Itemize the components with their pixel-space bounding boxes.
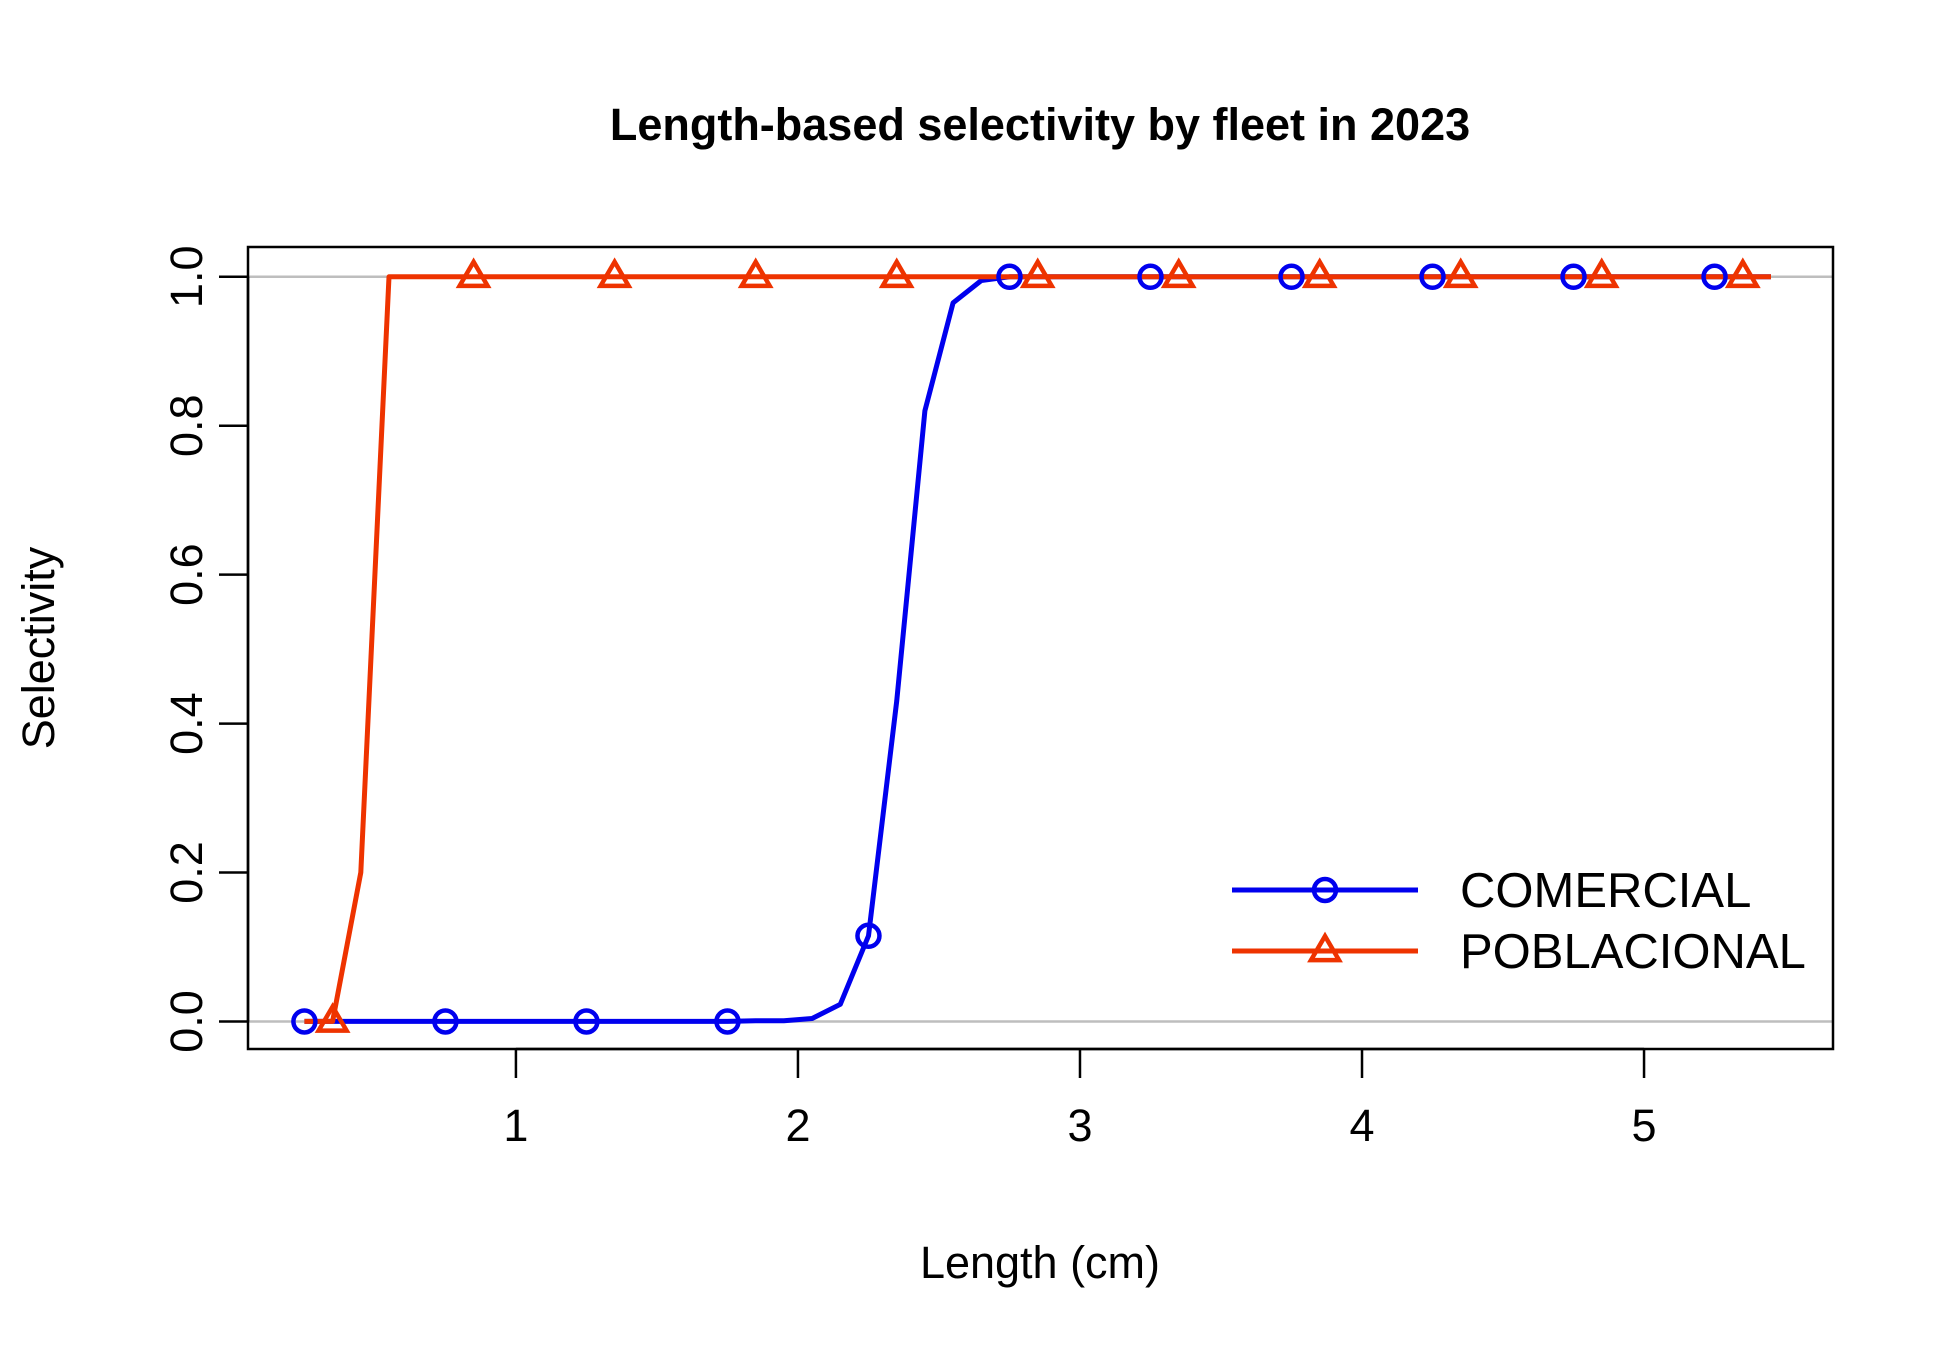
x-tick-label-3: 4: [1349, 1100, 1374, 1151]
series-1-point-4: [878, 257, 915, 289]
x-axis-label: Length (cm): [920, 1237, 1160, 1288]
series-markers: [291, 257, 1761, 1035]
y-tick-label-3: 0.6: [161, 543, 212, 606]
x-tick-label-0: 1: [503, 1100, 528, 1151]
series-0-point-4: [855, 922, 882, 950]
y-tick-label-5: 1.0: [161, 246, 212, 309]
y-tick-label-2: 0.4: [161, 692, 212, 755]
legend: COMERCIAL POBLACIONAL: [1232, 864, 1806, 979]
series-0-point-9: [1560, 263, 1587, 291]
x-tick-label-1: 2: [785, 1100, 810, 1151]
y-tick-label-1: 0.2: [161, 841, 212, 904]
series-1-point-7: [1301, 257, 1338, 289]
series-1-point-6: [1160, 257, 1197, 289]
y-axis-label: Selectivity: [13, 546, 64, 749]
series-0-point-1: [432, 1008, 459, 1035]
series-0-point-10: [1701, 263, 1728, 291]
chart-title: Length-based selectivity by fleet in 202…: [610, 99, 1470, 150]
series-line-1: [304, 274, 1771, 1024]
series-1-point-8: [1442, 257, 1479, 289]
x-axis: 1 2 3 4 5: [503, 1047, 1657, 1151]
legend-label-1: POBLACIONAL: [1460, 925, 1806, 979]
series-0-point-5: [996, 263, 1023, 291]
x-tick-label-4: 5: [1632, 1100, 1657, 1151]
series-1-point-3: [737, 257, 774, 289]
series-1-point-9: [1583, 257, 1620, 289]
series-1-point-5: [1019, 257, 1056, 289]
series-0-point-6: [1137, 263, 1164, 291]
legend-marker-0: [1311, 876, 1339, 904]
legend-marker-1: [1307, 931, 1343, 963]
series-1-point-0: [314, 1002, 351, 1033]
series-0-point-2: [573, 1008, 600, 1035]
series-0-point-7: [1278, 263, 1305, 291]
series-1-point-10: [1724, 257, 1761, 289]
series-1-point-2: [596, 257, 633, 289]
series-0-point-8: [1419, 263, 1446, 291]
y-axis: 0.0 0.2 0.4 0.6 0.8 1.0: [161, 246, 250, 1053]
series-1-point-1: [455, 257, 492, 289]
y-tick-label-4: 0.8: [161, 394, 212, 457]
series-lines: [304, 274, 1771, 1024]
legend-label-0: COMERCIAL: [1460, 864, 1751, 918]
y-tick-label-0: 0.0: [161, 990, 212, 1053]
series-0-point-3: [714, 1008, 741, 1035]
x-tick-label-2: 3: [1067, 1100, 1092, 1151]
series-0-point-0: [291, 1008, 318, 1035]
